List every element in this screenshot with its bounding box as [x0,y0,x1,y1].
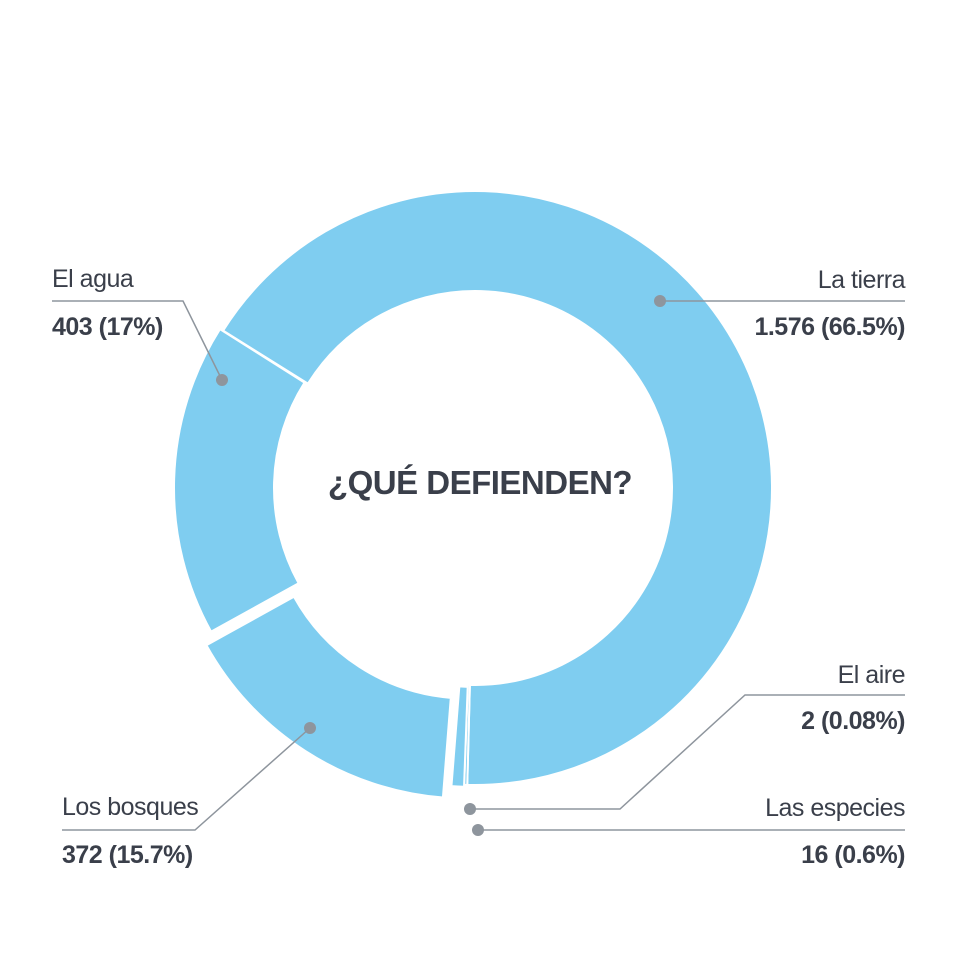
leader-dot-los-bosques [304,722,316,734]
label-name-el-aire: El aire [838,661,905,689]
slice-las-especies [450,685,469,788]
leader-dot-la-tierra [654,295,666,307]
leaders-group [52,295,905,836]
labels-group: La tierra 1.576 (66.5%) El aire 2 (0.08%) La… [52,265,906,869]
leader-line-el-agua [52,300,223,381]
label-value-las-especies: 16 (0.6%) [801,841,905,869]
slices-group [173,190,773,799]
label-name-los-bosques: Los bosques [62,793,198,821]
label-name-la-tierra: La tierra [818,266,906,294]
leader-line-los-bosques [62,727,311,831]
slice-la-tierra [221,190,773,786]
slice-el-agua [173,327,306,633]
slice-los-bosques [205,595,452,799]
label-name-las-especies: Las especies [765,794,905,822]
leader-dot-el-agua [216,374,228,386]
label-value-el-agua: 403 (17%) [52,313,163,341]
label-value-los-bosques: 372 (15.7%) [62,841,193,869]
leader-dot-las-especies [472,824,484,836]
leader-dot-el-aire [464,803,476,815]
label-value-la-tierra: 1.576 (66.5%) [754,313,905,341]
leader-line-el-aire [470,694,905,810]
label-name-el-agua: El agua [52,265,134,293]
chart-title: ¿QUÉ DEFIENDEN? [328,464,632,501]
label-value-el-aire: 2 (0.08%) [801,707,905,735]
